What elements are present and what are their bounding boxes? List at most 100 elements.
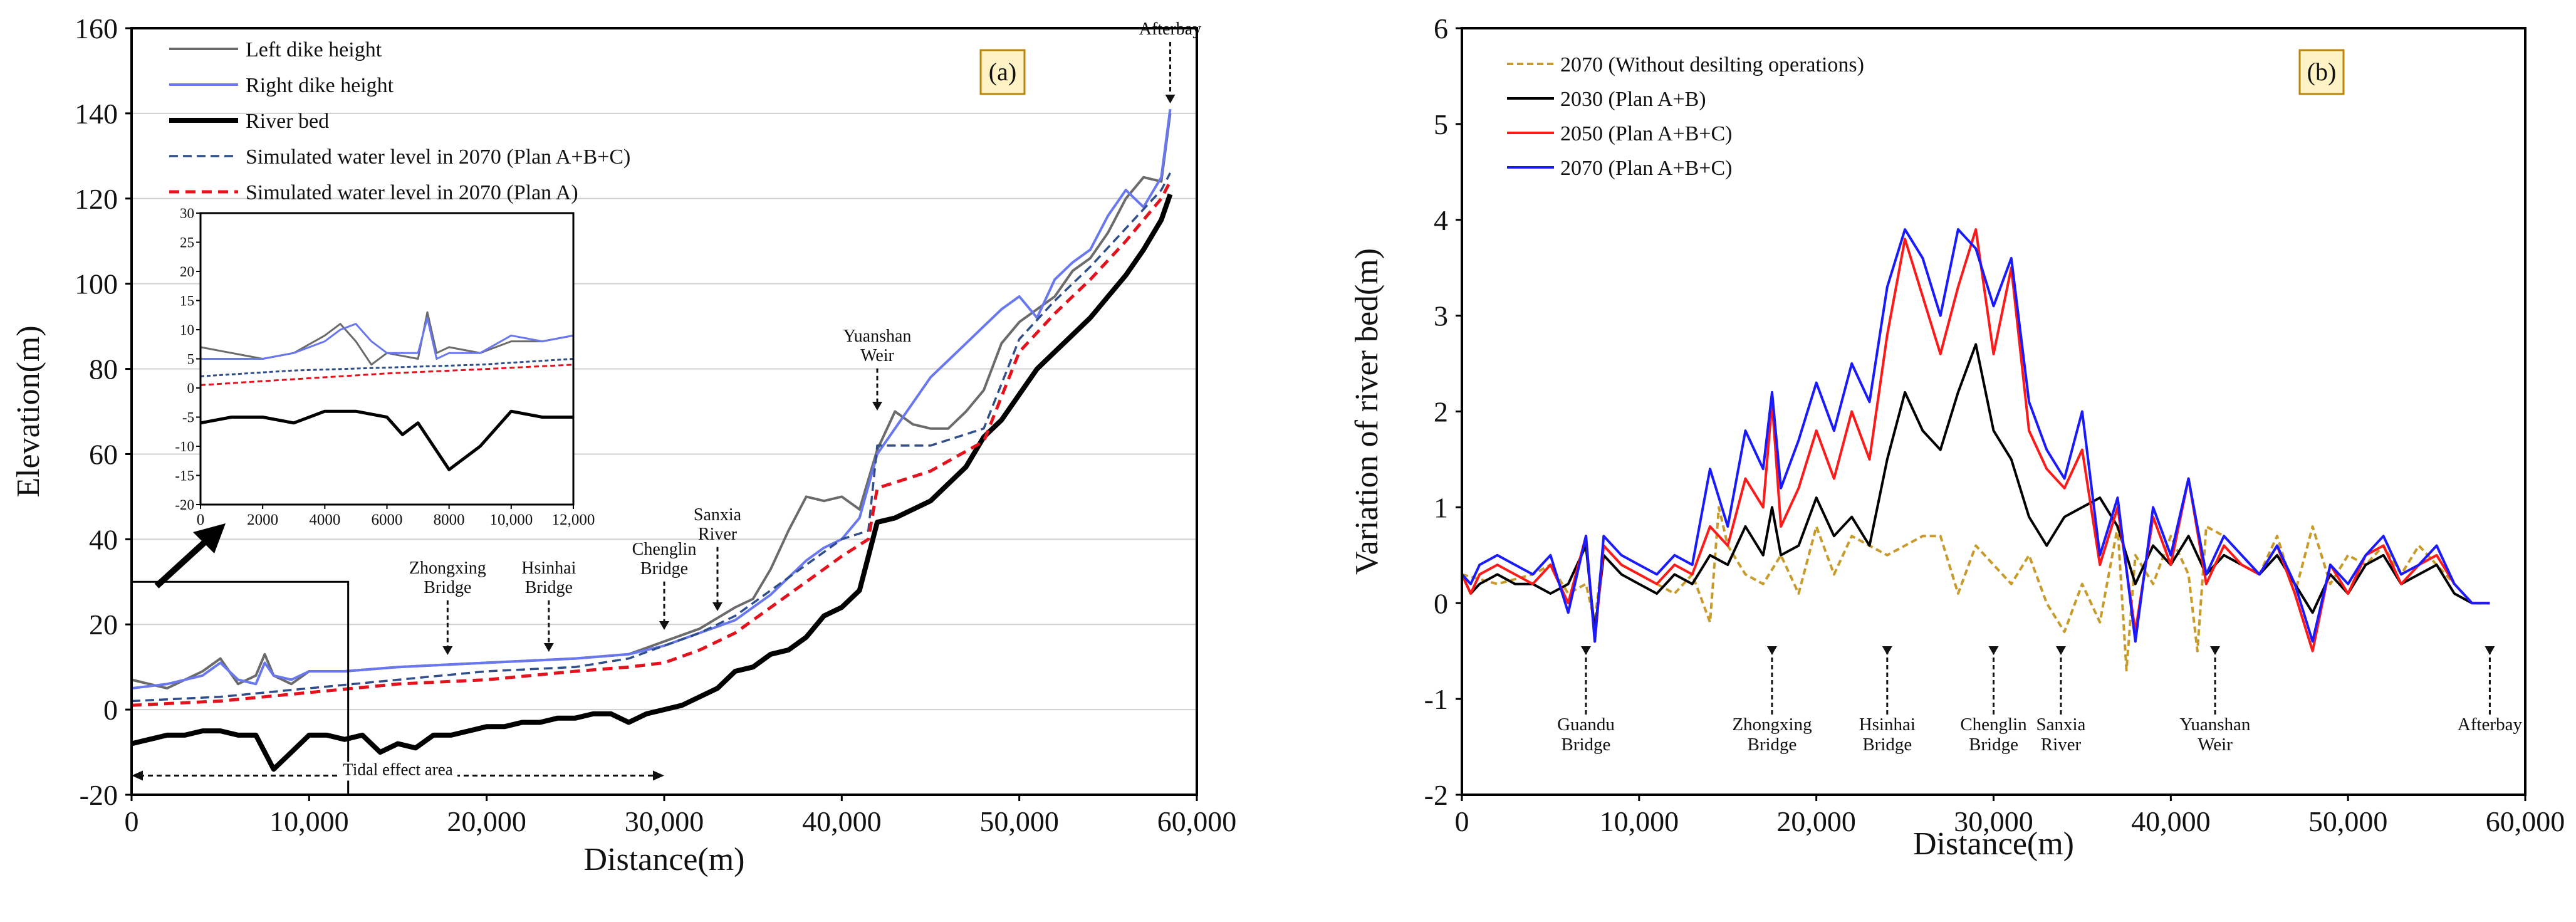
x-tick-label: 10,000	[1600, 805, 1679, 837]
x-tick-label: 30,000	[625, 805, 704, 837]
annotation-label: Bridge	[1747, 735, 1796, 755]
annotation-arrow	[1882, 646, 1892, 715]
inset-y-tick-label: 15	[180, 293, 194, 309]
series-wl_abc	[131, 172, 1172, 703]
series-no_desilt	[1461, 506, 2490, 672]
annotation-label: Zhongxing	[1732, 715, 1812, 735]
y-tick-label: 160	[75, 13, 118, 45]
panel-label-box	[2298, 49, 2345, 95]
annotation-label: River	[2041, 735, 2082, 755]
annotation-label: Bridge	[1562, 735, 1611, 755]
tidal-arrow-right	[653, 770, 664, 781]
annotation-arrow	[1165, 42, 1176, 103]
series-right_dike	[131, 108, 1172, 690]
y-tick-label: 40	[89, 523, 118, 555]
annotation-label: Afterbay	[2458, 715, 2523, 735]
annotation-label: Bridge	[1862, 735, 1912, 755]
legend-label: Right dike height	[246, 74, 394, 97]
inset-frame	[199, 212, 575, 506]
x-tick-label: 20,000	[447, 805, 526, 837]
y-tick-label: 0	[103, 694, 118, 726]
annotation-arrow-head	[1165, 95, 1176, 103]
annotation-label: Bridge	[525, 578, 573, 597]
y-tick-label: 1	[1434, 491, 1448, 523]
legend-label: Simulated water level in 2070 (Plan A+B+…	[246, 145, 630, 169]
annotation-label: Hsinhai	[1859, 715, 1916, 735]
legend-label: 2070 (Plan A+B+C)	[1560, 157, 1732, 180]
annotation-arrow-head	[712, 602, 722, 611]
panel-label-box	[979, 49, 1026, 95]
y-axis-label: Elevation(m)	[11, 325, 46, 497]
y-tick-label: 120	[75, 183, 118, 215]
y-tick-label: -1	[1424, 683, 1448, 715]
inset-x-tick-label: 12,000	[552, 511, 595, 528]
panel-label: (b)	[2298, 49, 2345, 95]
annotation-label: Yuanshan	[843, 327, 912, 346]
x-tick-label: 40,000	[2131, 805, 2211, 837]
legend-label: 2050 (Plan A+B+C)	[1560, 122, 1732, 145]
legend-label: Left dike height	[246, 38, 382, 61]
inset-x-tick-label: 4000	[309, 511, 340, 528]
zoom-arrow-head	[193, 523, 226, 553]
panel-label-text: (b)	[2307, 58, 2337, 86]
annotation-arrow	[872, 368, 882, 411]
annotation-arrow	[442, 600, 453, 655]
tidal-label: Tidal effect area	[343, 760, 452, 778]
inset-series-right_dike	[201, 317, 574, 360]
y-tick-label: -20	[80, 779, 118, 811]
series-wl_a	[131, 181, 1172, 707]
x-tick-label: 10,000	[269, 805, 349, 837]
inset-y-tick-label: -5	[182, 410, 194, 426]
chart-panel-b: -2 -1 0 1 2 3 4 5 6 0 10,000 20,000 30,000 40,000 50,0…	[1349, 13, 2565, 862]
x-axis-label: Distance(m)	[583, 842, 744, 877]
series-c2050	[1461, 228, 2490, 652]
x-tick-label: 50,000	[979, 805, 1059, 837]
x-tick-label: 0	[1455, 805, 1469, 837]
inset-y-tick-label: 5	[187, 352, 195, 367]
y-tick-label: 0	[1434, 587, 1448, 619]
annotation-label: Yuanshan	[2180, 715, 2251, 735]
inset-x-tick-label: 0	[197, 511, 205, 528]
y-tick-label: 4	[1434, 204, 1448, 236]
annotation-arrow	[1580, 646, 1591, 715]
annotation-arrow-head	[1580, 646, 1591, 655]
panel-label: (a)	[979, 49, 1026, 95]
legend-label: 2030 (Plan A+B)	[1560, 88, 1706, 111]
y-axis-label: Variation of river bed(m)	[1349, 248, 1385, 575]
inset-y-tick-label: 30	[180, 206, 194, 221]
x-tick-label: 20,000	[1776, 805, 1856, 837]
annotation-arrow	[659, 581, 669, 630]
annotation-arrow-head	[2055, 646, 2066, 655]
annotation-arrow	[543, 600, 554, 652]
annotation-label: Sanxia	[2036, 715, 2086, 735]
annotation-label: Sanxia	[694, 505, 742, 525]
inset-x-tick-label: 2000	[247, 511, 278, 528]
y-tick-label: 6	[1434, 13, 1448, 45]
inset-y-tick-label: -15	[175, 468, 194, 484]
annotation-arrow-head	[2210, 646, 2221, 655]
annotation-arrow-head	[872, 402, 882, 411]
annotation-label: Bridge	[1969, 735, 2018, 755]
inset-y-tick-label: 0	[187, 380, 195, 396]
annotation-label: Guandu	[1557, 715, 1615, 735]
annotation-label: Bridge	[424, 578, 471, 597]
x-tick-label: 0	[125, 805, 139, 837]
annotation-label: Weir	[860, 346, 894, 365]
y-tick-label: 20	[89, 609, 118, 641]
annotation-arrow	[2055, 646, 2066, 715]
x-tick-label: 40,000	[802, 805, 882, 837]
x-tick-label: 50,000	[2308, 805, 2388, 837]
annotation-arrow-head	[1766, 646, 1777, 655]
inset-chart: -20 -15 -10 -5 0 5 10 15 20 25 30 0 2000 4000 6000 8000…	[175, 206, 595, 528]
annotation-arrow	[712, 547, 722, 611]
annotation-label: Zhongxing	[409, 558, 486, 578]
inset-y-tick-label: 25	[180, 235, 194, 251]
legend-label: Simulated water level in 2070 (Plan A)	[246, 181, 578, 204]
annotation-arrow-head	[442, 646, 453, 655]
y-tick-label: 3	[1434, 300, 1448, 332]
annotation-arrow	[2485, 646, 2495, 715]
inset-x-tick-label: 8000	[434, 511, 465, 528]
inset-y-tick-label: -10	[175, 439, 194, 454]
